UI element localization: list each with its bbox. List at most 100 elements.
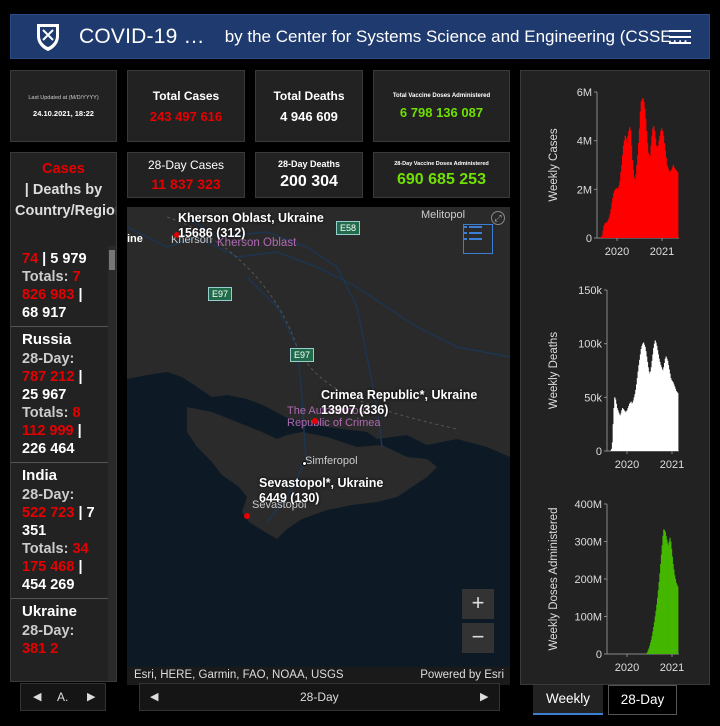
chart-bar bbox=[606, 222, 608, 238]
chart-bar bbox=[641, 345, 643, 451]
chart-bar bbox=[652, 128, 654, 238]
chart-bar bbox=[611, 448, 613, 451]
totals-label: Totals: bbox=[22, 541, 73, 557]
chart-bar bbox=[630, 129, 632, 238]
chart-bar bbox=[653, 627, 655, 654]
map-marker-crimea[interactable] bbox=[312, 418, 318, 424]
chart-bar bbox=[655, 145, 658, 238]
y-tick-label: 100M bbox=[574, 612, 602, 624]
hamburger-menu-icon[interactable] bbox=[669, 26, 691, 46]
chart-bar bbox=[658, 582, 660, 654]
y-axis-label: Weekly Cases bbox=[548, 128, 560, 202]
chart-bar bbox=[638, 143, 640, 238]
map-attribution: Esri, HERE, Garmin, FAO, NOAA, USGS Powe… bbox=[127, 667, 510, 685]
chart-bar bbox=[604, 223, 606, 238]
map-marker-sevastopol[interactable] bbox=[244, 513, 250, 519]
y-tick-label: 2M bbox=[577, 184, 592, 196]
total-vaccine-label: Total Vaccine Doses Administered bbox=[392, 92, 491, 99]
chart-bar bbox=[651, 360, 653, 451]
chart-bar bbox=[614, 189, 617, 238]
chart-bar bbox=[668, 369, 670, 451]
chart-bar bbox=[666, 539, 668, 654]
chart-bar bbox=[670, 378, 672, 451]
map-label-crimea-value: 13907 (336) bbox=[321, 403, 389, 417]
zoom-in-button[interactable]: + bbox=[462, 589, 494, 619]
chart-bar bbox=[636, 384, 638, 451]
chart-bar bbox=[646, 361, 649, 451]
chart-bar bbox=[667, 167, 669, 238]
chevron-right-icon[interactable]: ▶ bbox=[87, 691, 96, 703]
map-label-crimea[interactable]: Crimea Republic*, Ukraine 13907 (336) bbox=[321, 388, 477, 418]
total-cases: 34 175 468 bbox=[22, 541, 89, 575]
chart-bar bbox=[637, 371, 639, 451]
chart-bar bbox=[667, 365, 670, 451]
chart-bar bbox=[653, 126, 655, 238]
powered-by-esri[interactable]: Powered by Esri bbox=[420, 669, 504, 681]
map-view[interactable]: Melitopol ine Kherson Simferopol Sevasto… bbox=[127, 207, 510, 685]
chart-bar bbox=[655, 342, 657, 451]
chart-bar bbox=[668, 541, 670, 654]
zoom-out-button[interactable]: − bbox=[462, 623, 494, 653]
chart-bar bbox=[674, 168, 676, 238]
total-vaccine-panel: Total Vaccine Doses Administered 6 798 1… bbox=[373, 70, 510, 142]
y-tick-label: 300M bbox=[574, 537, 602, 549]
chart-bar bbox=[635, 389, 637, 451]
chart-bar bbox=[657, 590, 659, 654]
chart-bar bbox=[650, 145, 652, 238]
chart-bar bbox=[670, 169, 673, 238]
list-item[interactable]: India 28-Day: 522 723 | 7 351 Totals: 34… bbox=[11, 463, 110, 599]
country-list[interactable]: 74 | 5 979 Totals: 7 826 983 | 68 917 Ru… bbox=[11, 246, 110, 681]
list-item[interactable]: Russia 28-Day: 787 212 | 25 967 Totals: … bbox=[11, 327, 110, 463]
app-subtitle: by the Center for Systems Science and En… bbox=[224, 26, 689, 46]
totals-label: Totals: bbox=[22, 405, 73, 421]
chart-bar bbox=[616, 408, 618, 451]
y-tick-label: 200M bbox=[574, 574, 602, 586]
chart-bar bbox=[677, 586, 679, 654]
chart-bar bbox=[633, 397, 635, 451]
chart-bar bbox=[620, 172, 622, 238]
chart-bar bbox=[615, 399, 617, 451]
day-deaths: 25 967 bbox=[22, 387, 67, 403]
day-label: 28-Day: bbox=[22, 487, 75, 503]
expand-icon[interactable]: ⤢ bbox=[491, 211, 505, 225]
partial-totals-label: Totals: bbox=[22, 269, 73, 285]
list-item[interactable]: 74 | 5 979 Totals: 7 826 983 | 68 917 bbox=[11, 246, 110, 327]
chart-bar bbox=[654, 130, 656, 238]
tab-weekly[interactable]: Weekly bbox=[533, 685, 603, 715]
chart-bar bbox=[632, 400, 635, 451]
list-item[interactable]: Ukraine 28-Day: 381 2 bbox=[11, 599, 110, 662]
list-scrollbar-thumb[interactable] bbox=[109, 250, 115, 270]
chart-bar bbox=[673, 384, 675, 451]
chevron-left-icon[interactable]: ◀ bbox=[33, 691, 42, 703]
map-legend-button[interactable] bbox=[463, 224, 493, 254]
chart-bar bbox=[673, 569, 675, 654]
chart-bar bbox=[633, 177, 635, 238]
tab-28-day[interactable]: 28-Day bbox=[608, 685, 677, 715]
chart-bar bbox=[657, 597, 659, 654]
map-label-sevastopol[interactable]: Sevastopol*, Ukraine 6449 (130) bbox=[259, 476, 383, 506]
list-scrollbar[interactable] bbox=[108, 246, 116, 681]
deaths-28-value: 200 304 bbox=[280, 173, 338, 190]
chart-bar bbox=[675, 582, 677, 654]
chart-bar bbox=[648, 648, 650, 654]
chart-bar bbox=[634, 179, 636, 238]
chart-bar bbox=[666, 165, 668, 238]
attribution-text: Esri, HERE, Garmin, FAO, NOAA, USGS bbox=[134, 669, 344, 681]
chart-bar bbox=[663, 367, 665, 451]
map-pager: ◀ 28-Day ▶ bbox=[139, 683, 500, 711]
chevron-left-icon[interactable]: ◀ bbox=[150, 691, 159, 703]
list-icon bbox=[464, 226, 482, 240]
map-marker-kherson[interactable] bbox=[174, 232, 180, 238]
chart-bar bbox=[622, 408, 624, 451]
chevron-right-icon[interactable]: ▶ bbox=[480, 691, 489, 703]
chart-bar bbox=[660, 554, 663, 654]
chart-bar bbox=[624, 411, 626, 451]
chart-bar bbox=[619, 180, 621, 238]
chart-bar bbox=[621, 165, 623, 238]
chart-bar bbox=[654, 616, 656, 654]
chart-bar bbox=[674, 388, 677, 451]
chart-bar bbox=[639, 354, 642, 451]
map-label-kherson[interactable]: Kherson Oblast, Ukraine 15686 (312) bbox=[178, 211, 324, 241]
total-deaths-panel: Total Deaths 4 946 609 bbox=[255, 70, 363, 142]
chart-bar bbox=[602, 230, 604, 238]
